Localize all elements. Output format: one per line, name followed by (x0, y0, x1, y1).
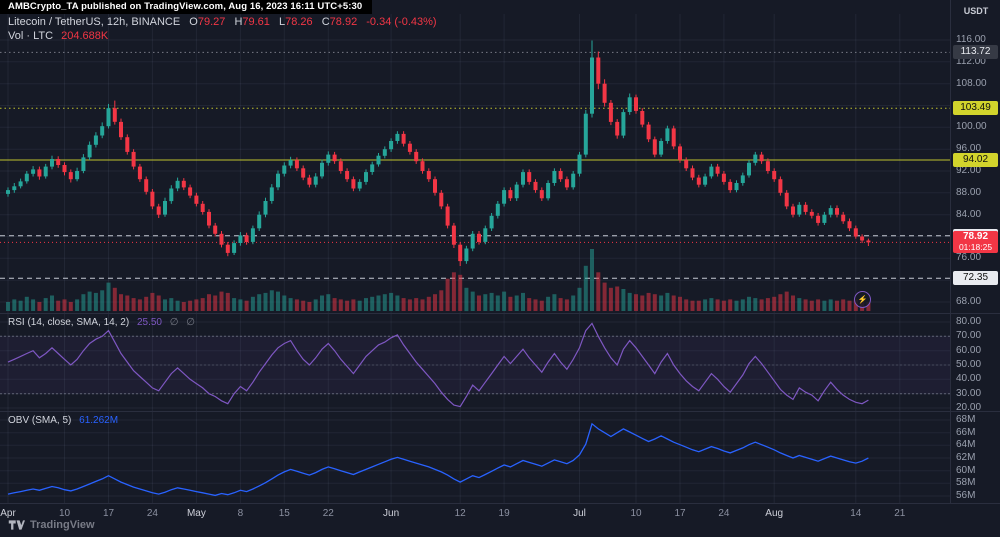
high-value: 79.61 (242, 16, 270, 28)
time-axis[interactable]: Apr 10 17 24 May 8 15 22 Jun 12 19 Jul 10 17 24 Aug 14 21… (0, 503, 1000, 537)
low-value: 78.26 (285, 16, 313, 28)
symbol-title[interactable]: Litecoin / TetherUS, 12h, BINANCE (8, 16, 181, 28)
time-tick-label: May (186, 508, 206, 519)
price-tick-label: 116.00 (956, 34, 986, 45)
level-price-label: 72.35 (953, 271, 998, 286)
rsi-na-1: ∅ (169, 317, 179, 328)
rsi-tick-label: 20.00 (956, 402, 982, 413)
rsi-tick-label: 80.00 (956, 316, 982, 327)
tradingview-logo-icon (8, 520, 25, 530)
level-price-label: 103.49 (953, 101, 998, 116)
publish-watermark-bar: AMBCrypto_TA published on TradingView.co… (0, 0, 373, 14)
obv-title[interactable]: OBV (SMA, 5) (8, 415, 72, 426)
time-tick-label: 14 (850, 508, 862, 519)
rsi-tick-label: 70.00 (956, 330, 982, 342)
open-value: 79.27 (197, 16, 226, 28)
last-price-label: 78.92 01:18:25 (953, 231, 998, 254)
price-tick-label: 100.00 (956, 121, 987, 133)
chart-plot-area[interactable] (0, 0, 1000, 503)
time-tick-label: 21 (894, 508, 906, 519)
time-tick-label: 15 (278, 508, 290, 519)
open-label: O (189, 16, 198, 28)
price-tick-label: 76.00 (956, 252, 982, 264)
time-tick-label: 12 (454, 508, 466, 519)
rsi-value: 25.50 (136, 317, 162, 328)
obv-tick-label: 66M (956, 426, 976, 438)
volume-legend-row: Vol · LTC 204.688K (8, 29, 437, 43)
time-tick-label: 10 (58, 508, 71, 519)
watermark-text: AMBCrypto_TA published on TradingView.co… (8, 1, 363, 12)
tradingview-attribution[interactable]: TradingView (8, 519, 95, 531)
price-tick-label: 96.00 (956, 143, 982, 155)
level-price-label: 94.02 (953, 153, 998, 167)
price-axis[interactable]: USDT 116.00112.00108.00104.00100.0096.00… (950, 0, 1000, 503)
currency-label: USDT (963, 6, 989, 16)
close-label: C (321, 16, 330, 28)
obv-tick-label: 56M (956, 490, 976, 501)
time-tick-label: 24 (718, 508, 730, 519)
level-price-label: 113.72 (953, 45, 998, 60)
obv-value: 61.262M (79, 415, 119, 426)
rsi-tick-label: 30.00 (956, 387, 982, 399)
price-tick-label: 68.00 (956, 296, 982, 307)
volume-value: 204.688K (61, 30, 109, 42)
low-label: L (278, 16, 286, 28)
event-marker-icon[interactable]: ⚡ (854, 291, 871, 308)
symbol-legend: Litecoin / TetherUS, 12h, BINANCE O79.27… (8, 15, 437, 43)
time-tick-label: 10 (630, 508, 642, 519)
high-label: H (234, 16, 243, 28)
rsi-tick-label: 40.00 (956, 373, 982, 385)
obv-tick-label: 68M (956, 414, 976, 425)
rsi-na-2: ∅ (186, 317, 195, 328)
bar-countdown: 01:18:25 (958, 242, 993, 253)
price-tick-label: 92.00 (956, 165, 982, 176)
price-tick-label: 88.00 (956, 186, 982, 198)
lightning-icon: ⚡ (857, 294, 868, 304)
time-tick-label: 22 (322, 508, 334, 519)
tradingview-brand-text: TradingView (30, 519, 95, 531)
rsi-tick-label: 50.00 (956, 359, 982, 370)
obv-indicator-legend[interactable]: OBV (SMA, 5) 61.262M (8, 415, 118, 426)
time-tick-label: Jun (383, 508, 400, 519)
rsi-indicator-legend[interactable]: RSI (14, close, SMA, 14, 2) 25.50 ∅ ∅ (8, 317, 195, 328)
price-tick-label: 84.00 (956, 208, 982, 220)
time-tick-label: 24 (146, 508, 158, 519)
time-tick-label: 19 (498, 508, 510, 519)
time-tick-label: 8 (237, 508, 244, 519)
change-value: -0.34 (-0.43%) (366, 16, 437, 28)
close-value: 78.92 (329, 16, 358, 28)
rsi-tick-label: 60.00 (956, 344, 982, 356)
obv-tick-label: 60M (956, 464, 976, 476)
time-tick-label: 17 (674, 508, 686, 519)
symbol-legend-row: Litecoin / TetherUS, 12h, BINANCE O79.27… (8, 15, 437, 29)
price-tick-label: 112.00 (956, 55, 986, 67)
obv-tick-label: 64M (956, 439, 976, 451)
obv-tick-label: 62M (956, 452, 976, 463)
time-tick-label: Aug (765, 508, 784, 519)
rsi-title[interactable]: RSI (14, close, SMA, 14, 2) (8, 317, 130, 328)
volume-label[interactable]: Vol · LTC (8, 30, 54, 42)
obv-tick-label: 58M (956, 477, 976, 489)
price-tick-label: 108.00 (956, 77, 987, 89)
time-tick-label: 17 (102, 508, 115, 519)
time-tick-label: Apr (0, 508, 16, 519)
time-tick-label: Jul (573, 508, 586, 519)
